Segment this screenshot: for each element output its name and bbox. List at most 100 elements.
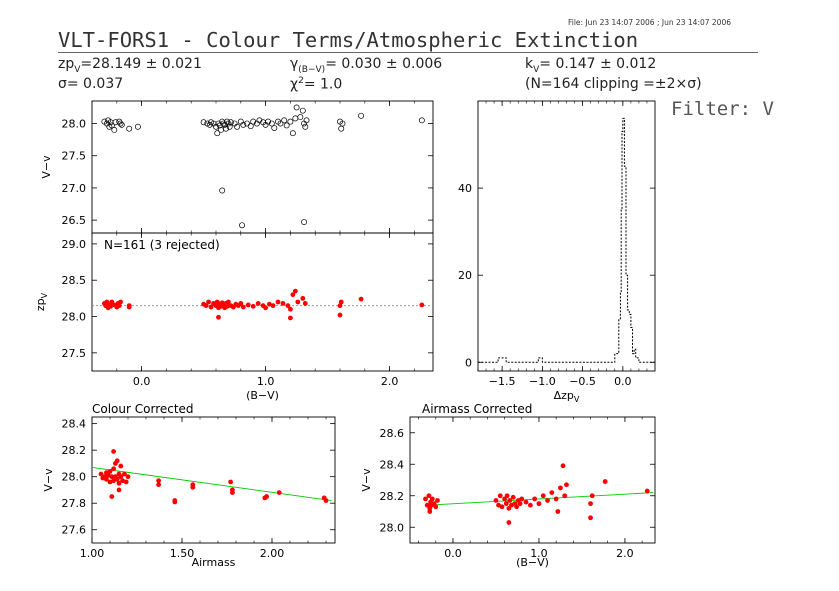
panel-b-point xyxy=(290,292,296,298)
panel-c-point xyxy=(230,490,235,495)
panel-d-point xyxy=(549,490,555,495)
panel-d-point xyxy=(532,496,538,502)
panel-a-point xyxy=(219,187,226,194)
panel-b-point xyxy=(338,299,344,305)
panel-a-point xyxy=(299,107,306,114)
panel-b-point xyxy=(285,303,291,309)
gamma-readout: γ(B−V)= 0.030 ± 0.006 xyxy=(290,56,442,75)
panel-b-ytick-label: 29.0 xyxy=(62,238,87,251)
gamma-symbol: γ xyxy=(290,56,299,72)
panel-hist-xtick-label: −0.5 xyxy=(569,375,596,388)
page-title: VLT-FORS1 - Colour Terms/Atmospheric Ext… xyxy=(58,28,639,52)
panel-a-point xyxy=(250,118,257,125)
panel-a-point xyxy=(358,112,365,119)
panel-b-point xyxy=(255,301,261,306)
panel-a-point xyxy=(338,125,345,132)
panel-b-point xyxy=(275,299,281,305)
panel-hist-xtick-label: −1.0 xyxy=(529,375,556,388)
panel-hist-frame xyxy=(477,100,656,372)
panel-d-point xyxy=(423,496,428,502)
panel-d-frame xyxy=(409,416,656,544)
panel-d-title: Airmass Corrected xyxy=(422,402,532,416)
panel-b-point xyxy=(224,303,230,309)
panel-a-point xyxy=(339,120,346,127)
panel-b-point xyxy=(280,301,286,306)
panel-b-point xyxy=(216,314,221,320)
panel-a-ytick-label: 26.5 xyxy=(62,214,87,227)
panel-a-ylabel: V−v xyxy=(40,155,53,179)
panel-c-point xyxy=(125,474,131,480)
panel-b-frame xyxy=(91,232,434,372)
k-value: = 0.147 ± 0.012 xyxy=(539,56,657,72)
panel-c-point xyxy=(107,479,113,485)
panel-b-point xyxy=(116,303,122,309)
panel-d-point xyxy=(523,499,529,505)
panel-b-point xyxy=(358,296,364,302)
panel-d-point xyxy=(503,501,509,507)
panel-d-xtick-label: 0.0 xyxy=(444,547,462,560)
panel-a-point xyxy=(268,120,275,127)
panel-d-point xyxy=(429,496,435,502)
panel-c-xlabel: Airmass xyxy=(192,556,236,569)
panel-b-point xyxy=(238,301,244,306)
panel-d-point xyxy=(545,498,550,503)
panel-b-point xyxy=(295,299,301,305)
panel-c-point xyxy=(122,471,127,477)
panel-b-ytick-label: 28.0 xyxy=(62,311,87,324)
panel-a-point xyxy=(247,123,254,130)
gamma-value: = 0.030 ± 0.006 xyxy=(325,56,443,72)
panel-b-point xyxy=(300,295,306,301)
panel-c-fit xyxy=(91,466,332,502)
panel-d-xtick-label: 1.0 xyxy=(530,547,548,560)
zp-readout: zpV=28.149 ± 0.021 xyxy=(58,56,202,75)
panel-b-point xyxy=(208,304,214,310)
panel-hist-xtick-label: −1.5 xyxy=(489,375,516,388)
panel-d-point xyxy=(536,501,542,507)
panel-c-point xyxy=(109,474,115,480)
panel-d-point xyxy=(435,498,440,503)
panel-c-point xyxy=(118,463,124,469)
panel-b-point xyxy=(266,301,272,307)
k-readout: kV= 0.147 ± 0.012 xyxy=(525,56,656,75)
panel-c-xtick-label: 2.00 xyxy=(260,547,285,560)
panel-c-title: Colour Corrected xyxy=(92,402,194,416)
panel-a-point xyxy=(302,123,309,130)
gamma-subscript: (B−V) xyxy=(298,64,326,75)
panel-d-point xyxy=(527,502,533,508)
panel-c-ytick-label: 28.4 xyxy=(62,418,87,431)
chi-symbol: χ xyxy=(290,76,299,93)
panel-c-frame xyxy=(91,416,336,544)
panel-a-point xyxy=(226,123,233,130)
panel-c-point xyxy=(116,487,122,493)
panel-a-frame xyxy=(91,100,434,234)
panel-a-point xyxy=(277,120,284,127)
panel-c-ytick-label: 28.2 xyxy=(62,444,87,457)
panel-a-point xyxy=(224,118,231,125)
panel-b-ylabel-sub: V xyxy=(40,292,49,298)
panel-b-point xyxy=(337,303,343,309)
panel-c-point xyxy=(120,478,125,484)
panel-a-point xyxy=(214,130,221,137)
panel-d-xlabel: (B−V) xyxy=(516,556,549,569)
filter-label: Filter: V xyxy=(671,98,774,120)
panel-d-xtick-label: 2.0 xyxy=(616,547,634,560)
chi-readout: χ2= 1.0 xyxy=(290,76,342,93)
panel-b-point xyxy=(302,301,308,306)
panel-d-ytick-label: 28.2 xyxy=(380,490,405,503)
k-symbol: k xyxy=(525,56,534,72)
panel-a-point xyxy=(118,121,125,128)
panel-c-point xyxy=(228,479,234,485)
panel-d-point xyxy=(510,494,516,500)
panel-d-point xyxy=(562,493,568,499)
panel-d-point xyxy=(519,496,525,502)
panel-b-point xyxy=(270,303,276,309)
panel-b-point xyxy=(126,304,132,310)
panel-b-point xyxy=(263,305,268,311)
panel-a-point xyxy=(222,125,229,132)
panel-b-point xyxy=(240,304,246,310)
panel-a-point xyxy=(301,219,307,226)
panel-d-point xyxy=(564,482,569,488)
panel-b-annotation: N=161 (3 rejected) xyxy=(104,238,220,252)
file-timestamp: File: Jun 23 14:07 2006 ; Jun 23 14:07 2… xyxy=(568,18,731,27)
